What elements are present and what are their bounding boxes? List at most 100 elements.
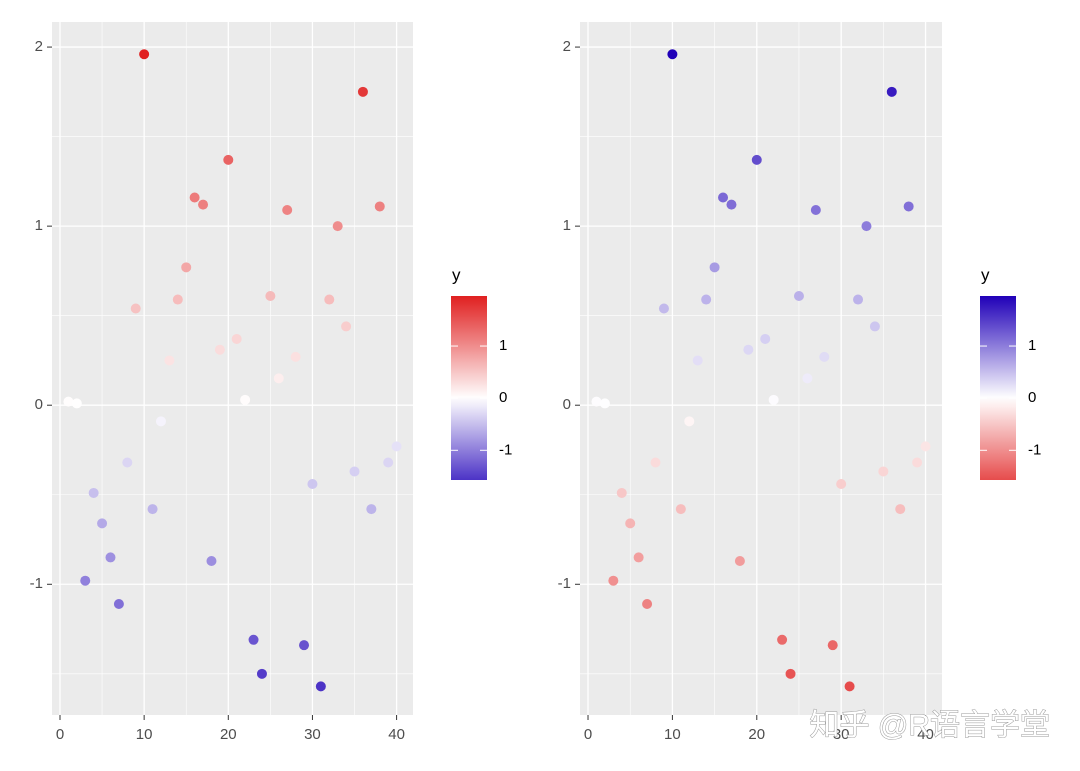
point bbox=[642, 598, 653, 609]
point bbox=[147, 504, 158, 515]
point bbox=[315, 681, 326, 692]
point bbox=[886, 86, 897, 97]
y-tick-label: 0 bbox=[563, 396, 571, 413]
point bbox=[189, 192, 200, 203]
legend-label: 0 bbox=[499, 389, 507, 406]
point bbox=[734, 556, 745, 566]
point bbox=[164, 355, 175, 366]
point bbox=[819, 351, 830, 362]
point bbox=[802, 373, 813, 384]
point bbox=[80, 575, 91, 586]
x-tick-label: 20 bbox=[220, 726, 237, 743]
point bbox=[878, 466, 889, 477]
point bbox=[658, 303, 669, 314]
point bbox=[777, 634, 788, 645]
point bbox=[63, 396, 74, 407]
point bbox=[374, 201, 385, 212]
legend-label: -1 bbox=[499, 441, 512, 458]
point bbox=[625, 518, 636, 529]
legend-title: y bbox=[452, 265, 461, 284]
point bbox=[130, 303, 141, 314]
x-tick-label: 30 bbox=[833, 726, 850, 743]
point bbox=[97, 518, 108, 529]
y-tick-label: 2 bbox=[563, 38, 571, 55]
x-tick-label: 30 bbox=[304, 726, 321, 743]
point bbox=[608, 575, 619, 586]
point bbox=[265, 290, 276, 301]
point bbox=[709, 262, 720, 273]
x-tick-label: 40 bbox=[917, 726, 934, 743]
point bbox=[920, 441, 931, 452]
point bbox=[912, 457, 923, 468]
point bbox=[105, 552, 116, 563]
point bbox=[172, 294, 183, 305]
point bbox=[383, 457, 394, 468]
plot-panel bbox=[580, 22, 942, 715]
point bbox=[324, 294, 335, 305]
point bbox=[751, 154, 762, 165]
point bbox=[332, 221, 343, 232]
point bbox=[895, 504, 906, 515]
point bbox=[616, 487, 627, 498]
point bbox=[844, 681, 855, 692]
y-tick-label: 0 bbox=[35, 396, 43, 413]
x-tick-label: 20 bbox=[748, 726, 765, 743]
point bbox=[366, 504, 377, 515]
legend-label: 1 bbox=[1028, 337, 1036, 354]
point bbox=[113, 598, 124, 609]
point bbox=[785, 668, 796, 679]
y-tick-label: 2 bbox=[35, 38, 43, 55]
point bbox=[206, 556, 217, 566]
point bbox=[139, 49, 150, 60]
point bbox=[357, 86, 368, 97]
point bbox=[743, 344, 754, 355]
point bbox=[768, 394, 779, 405]
legend-label: 0 bbox=[1028, 389, 1036, 406]
point bbox=[810, 205, 821, 216]
point bbox=[684, 416, 695, 427]
x-tick-label: 0 bbox=[584, 726, 592, 743]
point bbox=[282, 205, 293, 216]
point bbox=[181, 262, 192, 273]
point bbox=[341, 321, 352, 332]
point bbox=[633, 552, 644, 563]
x-tick-label: 40 bbox=[388, 726, 405, 743]
point bbox=[667, 49, 678, 60]
point bbox=[650, 457, 661, 468]
point bbox=[692, 355, 703, 366]
y-tick-label: -1 bbox=[30, 575, 43, 592]
point bbox=[853, 294, 864, 305]
point bbox=[591, 396, 602, 407]
plot-panel bbox=[52, 22, 413, 715]
point bbox=[349, 466, 360, 477]
point bbox=[836, 479, 847, 489]
point bbox=[198, 199, 209, 210]
point bbox=[290, 351, 301, 362]
point bbox=[214, 344, 225, 355]
point bbox=[307, 479, 318, 489]
point bbox=[391, 441, 402, 452]
point bbox=[726, 199, 737, 210]
point bbox=[231, 333, 242, 344]
point bbox=[248, 634, 259, 645]
point bbox=[861, 221, 872, 232]
point bbox=[240, 394, 251, 405]
point bbox=[793, 290, 804, 301]
point bbox=[122, 457, 133, 468]
colorbar bbox=[980, 296, 1016, 480]
x-tick-label: 0 bbox=[56, 726, 64, 743]
point bbox=[718, 192, 729, 203]
point bbox=[256, 668, 267, 679]
colorbar bbox=[451, 296, 487, 480]
point bbox=[675, 504, 686, 515]
point bbox=[88, 487, 99, 498]
legend-title: y bbox=[981, 265, 990, 284]
y-tick-label: 1 bbox=[563, 217, 571, 234]
point bbox=[760, 333, 771, 344]
point bbox=[299, 640, 310, 651]
point bbox=[599, 398, 610, 409]
watermark: 知乎 @R语言学堂 bbox=[810, 709, 1050, 742]
point bbox=[827, 640, 838, 651]
point bbox=[273, 373, 284, 384]
